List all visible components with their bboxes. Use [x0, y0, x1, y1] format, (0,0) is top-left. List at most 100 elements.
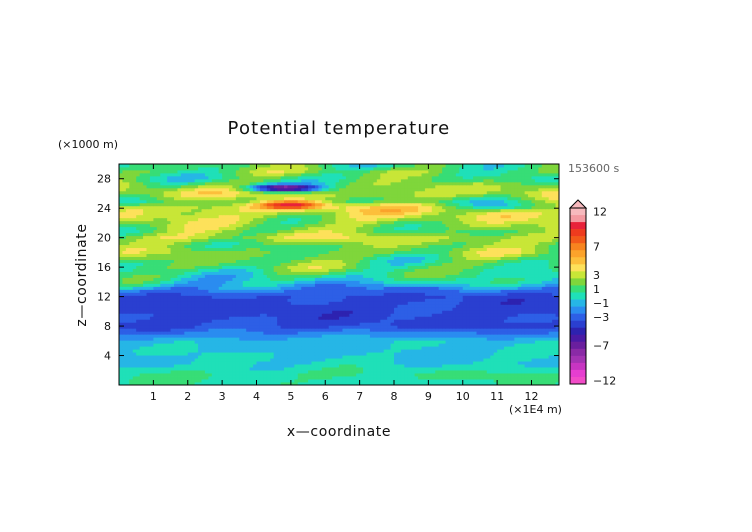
- heatmap-cell: [452, 376, 457, 380]
- heatmap-cell: [455, 331, 460, 335]
- heatmap-cell: [486, 298, 491, 302]
- heatmap-cell: [414, 349, 419, 353]
- heatmap-cell: [263, 358, 268, 362]
- heatmap-cell: [321, 292, 326, 296]
- heatmap-cell: [383, 292, 388, 296]
- heatmap-cell: [204, 310, 209, 314]
- heatmap-cell: [473, 355, 477, 359]
- heatmap-cell: [266, 352, 271, 356]
- heatmap-cell: [541, 364, 546, 368]
- heatmap-cell: [160, 349, 165, 353]
- heatmap-cell: [277, 325, 281, 329]
- heatmap-cell: [531, 358, 536, 362]
- heatmap-cell: [129, 346, 134, 350]
- heatmap-cell: [184, 292, 189, 296]
- heatmap-cell: [345, 292, 350, 296]
- heatmap-cell: [483, 283, 488, 287]
- heatmap-cell: [418, 379, 422, 383]
- heatmap-cell: [273, 313, 278, 317]
- heatmap-cell: [246, 337, 251, 341]
- heatmap-cell: [421, 367, 426, 371]
- heatmap-cell: [153, 301, 158, 305]
- heatmap-cell: [119, 298, 123, 302]
- heatmap-cell: [545, 328, 550, 332]
- heatmap-cell: [442, 337, 446, 341]
- heatmap-cell: [174, 331, 178, 335]
- heatmap-cell: [277, 307, 281, 311]
- heatmap-cell: [253, 376, 257, 380]
- heatmap-cell: [552, 274, 556, 278]
- heatmap-cell: [404, 271, 409, 275]
- heatmap-cell: [407, 331, 412, 335]
- heatmap-cell: [321, 277, 326, 281]
- heatmap-cell: [517, 295, 522, 299]
- heatmap-cell: [308, 355, 312, 359]
- heatmap-cell: [428, 295, 433, 299]
- heatmap-cell: [249, 379, 254, 383]
- heatmap-cell: [246, 367, 251, 371]
- heatmap-cell: [232, 364, 237, 368]
- heatmap-cell: [359, 295, 364, 299]
- heatmap-cell: [469, 349, 474, 353]
- heatmap-cell: [249, 355, 254, 359]
- heatmap-cell: [493, 358, 498, 362]
- heatmap-cell: [507, 346, 512, 350]
- heatmap-cell: [149, 325, 154, 329]
- heatmap-cell: [194, 376, 199, 380]
- heatmap-cell: [191, 373, 196, 377]
- heatmap-cell: [335, 280, 340, 284]
- heatmap-cell: [139, 322, 144, 326]
- heatmap-cell: [452, 307, 457, 311]
- heatmap-cell: [215, 322, 220, 326]
- heatmap-cell: [507, 286, 512, 290]
- heatmap-cell: [373, 316, 378, 320]
- heatmap-cell: [290, 304, 295, 308]
- heatmap-cell: [184, 310, 189, 314]
- heatmap-cell: [473, 286, 477, 290]
- heatmap-cell: [259, 298, 264, 302]
- heatmap-cell: [287, 337, 292, 341]
- heatmap-cell: [235, 340, 240, 344]
- heatmap-cell: [390, 289, 395, 293]
- heatmap-cell: [428, 289, 433, 293]
- heatmap-cell: [387, 370, 391, 374]
- heatmap-cell: [266, 361, 271, 365]
- heatmap-cell: [153, 325, 158, 329]
- heatmap-cell: [366, 289, 371, 293]
- heatmap-cell: [442, 331, 446, 335]
- heatmap-cell: [524, 289, 529, 293]
- heatmap-cell: [466, 322, 471, 326]
- heatmap-cell: [201, 367, 206, 371]
- heatmap-cell: [211, 295, 216, 299]
- heatmap-cell: [504, 271, 508, 275]
- heatmap-cell: [552, 268, 556, 272]
- heatmap-cell: [483, 268, 488, 272]
- heatmap-cell: [497, 382, 501, 386]
- heatmap-cell: [218, 361, 223, 365]
- heatmap-cell: [521, 352, 526, 356]
- heatmap-cell: [507, 322, 512, 326]
- heatmap-cell: [421, 280, 426, 284]
- heatmap-cell: [373, 340, 378, 344]
- heatmap-cell: [421, 295, 426, 299]
- heatmap-cell: [455, 355, 460, 359]
- heatmap-cell: [177, 337, 182, 341]
- heatmap-cell: [180, 328, 185, 332]
- heatmap-cell: [308, 271, 312, 275]
- heatmap-cell: [201, 334, 206, 338]
- heatmap-cell: [466, 373, 471, 377]
- heatmap-cell: [407, 382, 412, 386]
- heatmap-cell: [521, 355, 526, 359]
- heatmap-cell: [538, 280, 543, 284]
- heatmap-cell: [208, 367, 213, 371]
- heatmap-cell: [466, 382, 471, 386]
- heatmap-cell: [270, 328, 275, 332]
- heatmap-cell: [352, 358, 357, 362]
- heatmap-cell: [431, 280, 436, 284]
- heatmap-cell: [510, 328, 515, 332]
- heatmap-cell: [232, 340, 237, 344]
- heatmap-cell: [229, 343, 233, 347]
- heatmap-cell: [277, 358, 281, 362]
- heatmap-cell: [507, 376, 512, 380]
- heatmap-cell: [222, 343, 226, 347]
